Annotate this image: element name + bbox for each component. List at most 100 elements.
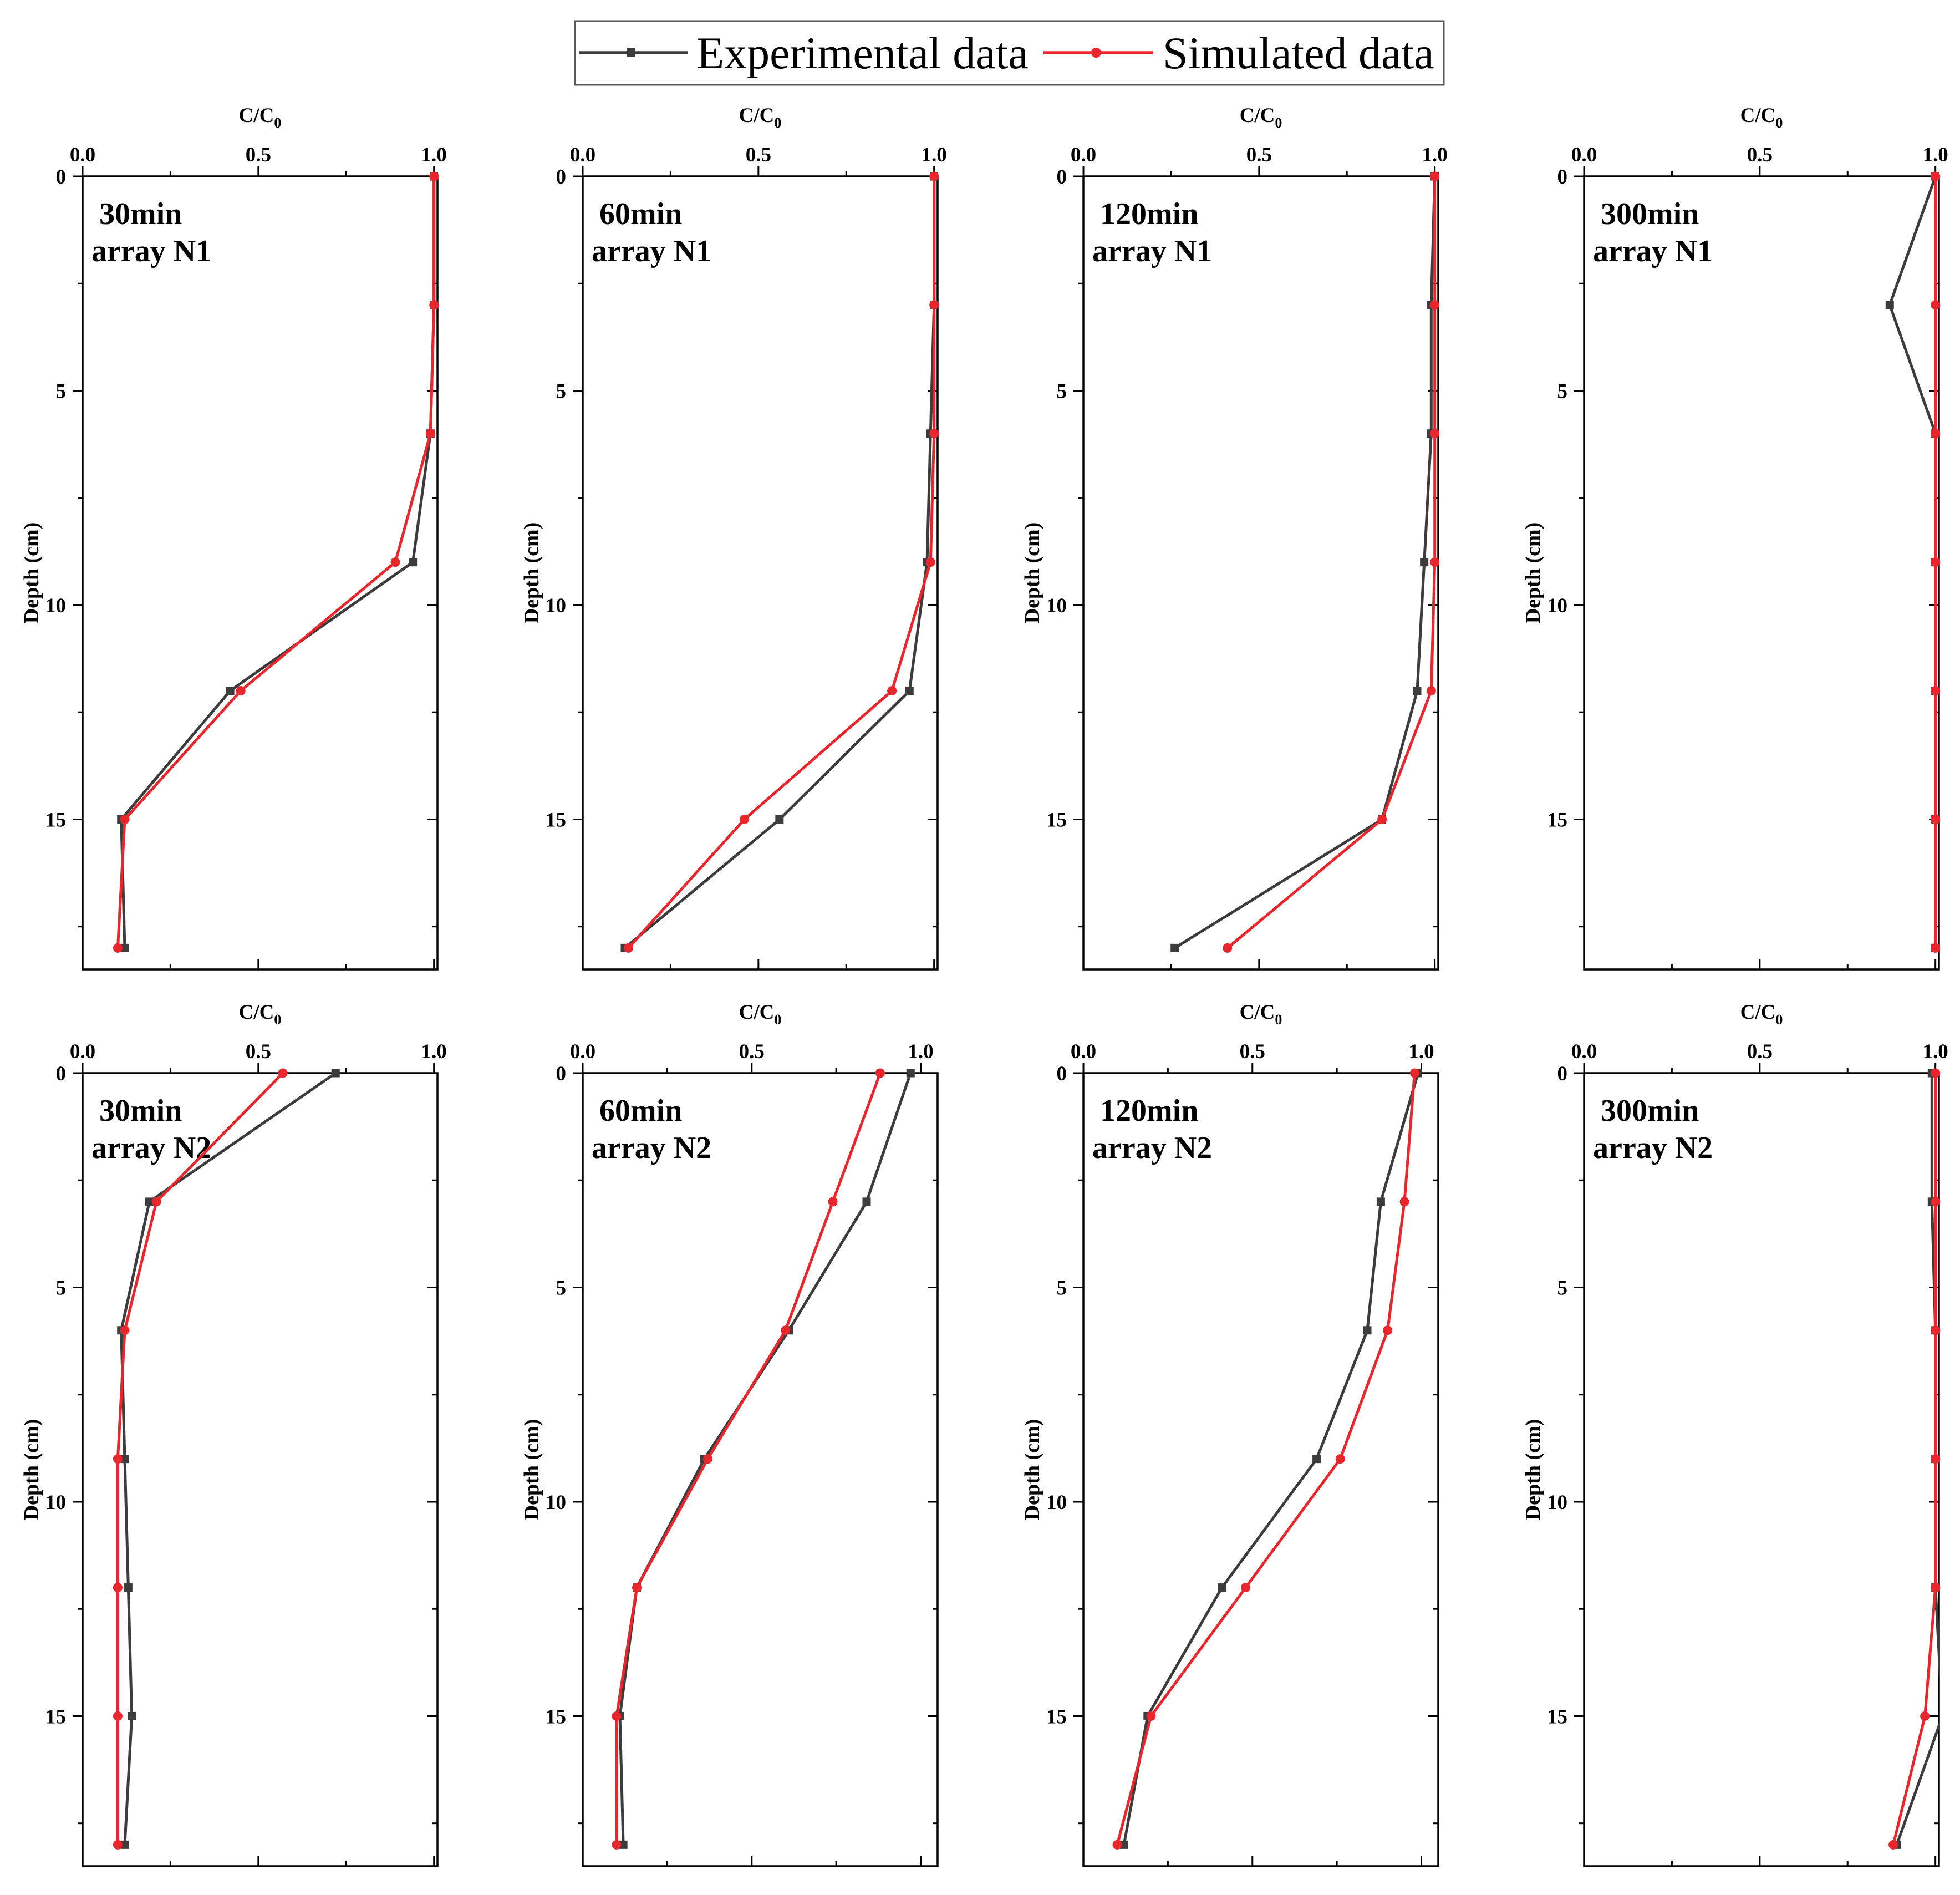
simulated-data-circle-marker bbox=[612, 1840, 622, 1850]
y-axis-title: Depth (cm) bbox=[1021, 1419, 1044, 1521]
y-tick-label: 5 bbox=[56, 1277, 67, 1299]
y-tick-label: 5 bbox=[556, 1277, 567, 1299]
simulated-data-circle-marker bbox=[632, 1583, 642, 1593]
x-axis-title: C/C0 bbox=[739, 1001, 782, 1028]
simulated-data-circle-marker bbox=[1931, 557, 1941, 567]
y-tick-label: 15 bbox=[1547, 1705, 1567, 1728]
series-simulated-data bbox=[113, 1068, 288, 1850]
x-tick-label: 0.5 bbox=[246, 1040, 271, 1063]
simulated-data-circle-marker bbox=[1931, 300, 1941, 310]
simulated-data-circle-marker bbox=[1931, 429, 1941, 439]
x-axis-title-subscript: 0 bbox=[274, 115, 281, 131]
y-axis-title: Depth (cm) bbox=[20, 522, 43, 624]
simulated-data-circle-marker bbox=[1430, 171, 1440, 181]
axis-ticks bbox=[1073, 166, 1438, 969]
x-axis-title-subscript: 0 bbox=[1275, 1012, 1282, 1028]
simulated-data-circle-marker bbox=[151, 1197, 161, 1207]
y-axis-title: Depth (cm) bbox=[1521, 1419, 1545, 1521]
x-axis-title-subscript: 0 bbox=[1775, 115, 1783, 131]
y-tick-label: 5 bbox=[1557, 1277, 1568, 1299]
x-tick-label: 0.0 bbox=[570, 1040, 595, 1063]
simulated-data-circle-marker bbox=[236, 686, 246, 696]
simulated-data-circle-marker bbox=[612, 1711, 622, 1721]
simulated-data-circle-marker bbox=[113, 1711, 123, 1721]
x-axis-title: C/C0 bbox=[1240, 1001, 1282, 1028]
array-label: array N2 bbox=[1092, 1131, 1212, 1165]
y-tick-label: 5 bbox=[56, 380, 67, 403]
simulated-data-line bbox=[1116, 1073, 1416, 1846]
experimental-data-square-marker bbox=[1363, 1326, 1372, 1335]
array-label: array N2 bbox=[91, 1131, 211, 1165]
simulated-data-line bbox=[1892, 1073, 1937, 1845]
series-simulated-data bbox=[1931, 171, 1941, 953]
experimental-data-square-marker bbox=[409, 558, 418, 567]
simulated-data-circle-marker bbox=[1430, 429, 1440, 439]
series-experimental-data bbox=[620, 172, 939, 952]
x-tick-label: 0.0 bbox=[1071, 144, 1096, 166]
x-axis-title-subscript: 0 bbox=[774, 1012, 781, 1028]
x-axis-title-main: C/C bbox=[239, 104, 274, 127]
x-axis-title: C/C0 bbox=[1740, 104, 1783, 131]
y-axis-title: Depth (cm) bbox=[20, 1419, 43, 1521]
experimental-data-square-marker bbox=[1885, 301, 1894, 309]
x-tick-label: 0.5 bbox=[246, 144, 271, 166]
x-axis-title-main: C/C bbox=[1740, 1001, 1776, 1024]
simulated-data-circle-marker bbox=[278, 1068, 288, 1078]
simulated-data-circle-marker bbox=[1430, 300, 1440, 310]
x-tick-label: 1.0 bbox=[421, 144, 447, 166]
y-tick-label: 5 bbox=[1557, 380, 1568, 403]
experimental-data-line bbox=[1122, 1073, 1419, 1845]
time-label: 300min bbox=[1601, 197, 1699, 231]
experimental-data-square-marker bbox=[1376, 1197, 1385, 1206]
experimental-data-square-marker bbox=[120, 943, 129, 952]
plot-frame bbox=[582, 175, 939, 971]
x-axis-title-main: C/C bbox=[739, 1001, 775, 1024]
experimental-data-square-marker bbox=[120, 1455, 129, 1464]
plot-frame bbox=[582, 1072, 939, 1867]
legend-simulated-label: Simulated data bbox=[1163, 28, 1434, 78]
x-tick-label: 0.5 bbox=[1246, 144, 1272, 166]
series-experimental-data bbox=[615, 1069, 915, 1849]
simulated-data-line bbox=[615, 1073, 882, 1845]
experimental-data-square-marker bbox=[1119, 1840, 1128, 1849]
simulated-data-circle-marker bbox=[703, 1454, 713, 1464]
legend: Experimental data Simulated data bbox=[574, 20, 1445, 86]
x-tick-label: 1.0 bbox=[1923, 144, 1948, 166]
y-tick-label: 0 bbox=[1557, 1063, 1568, 1085]
axis-ticks bbox=[573, 166, 938, 969]
time-label: 300min bbox=[1601, 1094, 1699, 1128]
experimental-data-line bbox=[618, 1073, 912, 1845]
x-tick-label: 1.0 bbox=[421, 1040, 447, 1063]
simulated-data-circle-marker bbox=[120, 1325, 130, 1335]
simulated-data-circle-marker bbox=[1430, 557, 1440, 567]
simulated-data-line bbox=[627, 176, 936, 949]
experimental-data-line bbox=[624, 176, 936, 949]
array-label: array N1 bbox=[1593, 234, 1713, 268]
y-tick-label: 15 bbox=[1547, 809, 1567, 831]
simulated-data-circle-marker bbox=[929, 171, 939, 181]
simulated-data-circle-marker bbox=[1377, 814, 1387, 824]
experimental-data-square-marker bbox=[145, 1197, 154, 1206]
experimental-data-line bbox=[1888, 176, 1937, 948]
y-tick-label: 10 bbox=[1046, 595, 1067, 617]
y-tick-label: 5 bbox=[556, 380, 567, 403]
axis-ticks bbox=[73, 1063, 437, 1866]
experimental-data-square-marker bbox=[1420, 558, 1429, 567]
y-tick-label: 15 bbox=[45, 809, 66, 831]
y-axis-title: Depth (cm) bbox=[1021, 522, 1044, 624]
x-axis-title: C/C0 bbox=[239, 1001, 282, 1028]
simulated-data-circle-marker bbox=[1920, 1711, 1930, 1721]
time-label: 120min bbox=[1100, 1094, 1198, 1128]
simulated-data-circle-marker bbox=[1426, 686, 1436, 696]
y-tick-label: 0 bbox=[556, 1063, 567, 1085]
simulated-data-line bbox=[116, 1073, 284, 1845]
series-simulated-data bbox=[1112, 1068, 1419, 1850]
x-tick-label: 0.0 bbox=[70, 144, 95, 166]
